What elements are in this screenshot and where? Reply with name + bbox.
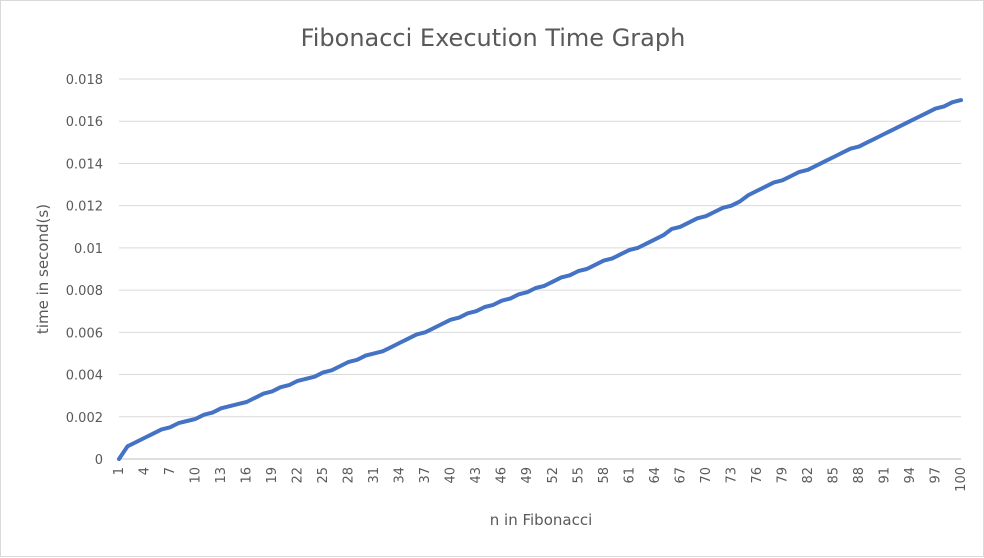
y-tick-labels: 0 0.002 0.004 0.006 0.008 0.01 0.012 0.014 0.016…	[66, 73, 103, 468]
x-tick-label: 43	[469, 467, 484, 484]
x-tick-label: 22	[291, 467, 306, 484]
x-tick-label: 52	[546, 467, 561, 484]
x-tick-label: 7	[163, 467, 178, 475]
x-tick-label: 85	[826, 467, 841, 484]
x-tick-label: 82	[801, 467, 816, 484]
y-tick-label: 0	[95, 453, 103, 468]
x-tick-label: 100	[954, 467, 969, 492]
y-tick-label: 0.018	[66, 73, 103, 88]
y-tick-label: 0.004	[66, 369, 103, 384]
x-tick-label: 13	[214, 467, 229, 484]
y-tick-label: 0.016	[66, 115, 103, 130]
y-tick-label: 0.012	[66, 200, 103, 215]
x-tick-label: 88	[852, 467, 867, 484]
x-tick-label: 70	[699, 467, 714, 484]
x-tick-label: 79	[775, 467, 790, 484]
x-tick-label: 10	[189, 467, 204, 484]
x-tick-label: 28	[342, 467, 357, 484]
x-tick-label: 19	[265, 467, 280, 484]
x-tick-label: 34	[393, 467, 408, 484]
x-tick-label: 25	[316, 467, 331, 484]
x-tick-label: 4	[138, 467, 153, 475]
x-tick-label: 58	[597, 467, 612, 484]
x-axis-label: n in Fibonacci	[490, 511, 592, 529]
y-tick-label: 0.008	[66, 284, 103, 299]
x-tick-label: 37	[418, 467, 433, 484]
y-tick-label: 0.006	[66, 326, 103, 341]
series-line	[117, 98, 963, 461]
x-tick-label: 16	[240, 467, 255, 484]
chart-title: Fibonacci Execution Time Graph	[301, 24, 686, 52]
x-tick-label: 73	[724, 467, 739, 484]
x-tick-label: 49	[520, 467, 535, 484]
x-tick-label: 61	[622, 467, 637, 484]
x-tick-label: 64	[648, 467, 663, 484]
x-tick-labels: 1 4 7 10 13 16 19 22 25 28 31 34 37 40 43 46 49 52 55 58 61 6…	[112, 467, 969, 492]
x-tick-label: 31	[367, 467, 382, 484]
x-tick-label: 91	[877, 467, 892, 484]
x-tick-label: 94	[903, 467, 918, 484]
x-tick-label: 97	[928, 467, 943, 484]
y-tick-label: 0.01	[74, 242, 103, 257]
x-tick-label: 46	[495, 467, 510, 484]
y-tick-label: 0.002	[66, 411, 103, 426]
x-tick-label: 40	[444, 467, 459, 484]
x-tick-label: 67	[673, 467, 688, 484]
y-axis-label: time in second(s)	[34, 204, 52, 334]
x-tick-label: 55	[571, 467, 586, 484]
x-tick-label: 1	[112, 467, 127, 475]
gridlines	[119, 78, 961, 418]
y-tick-label: 0.014	[66, 157, 103, 172]
x-tick-label: 76	[750, 467, 765, 484]
